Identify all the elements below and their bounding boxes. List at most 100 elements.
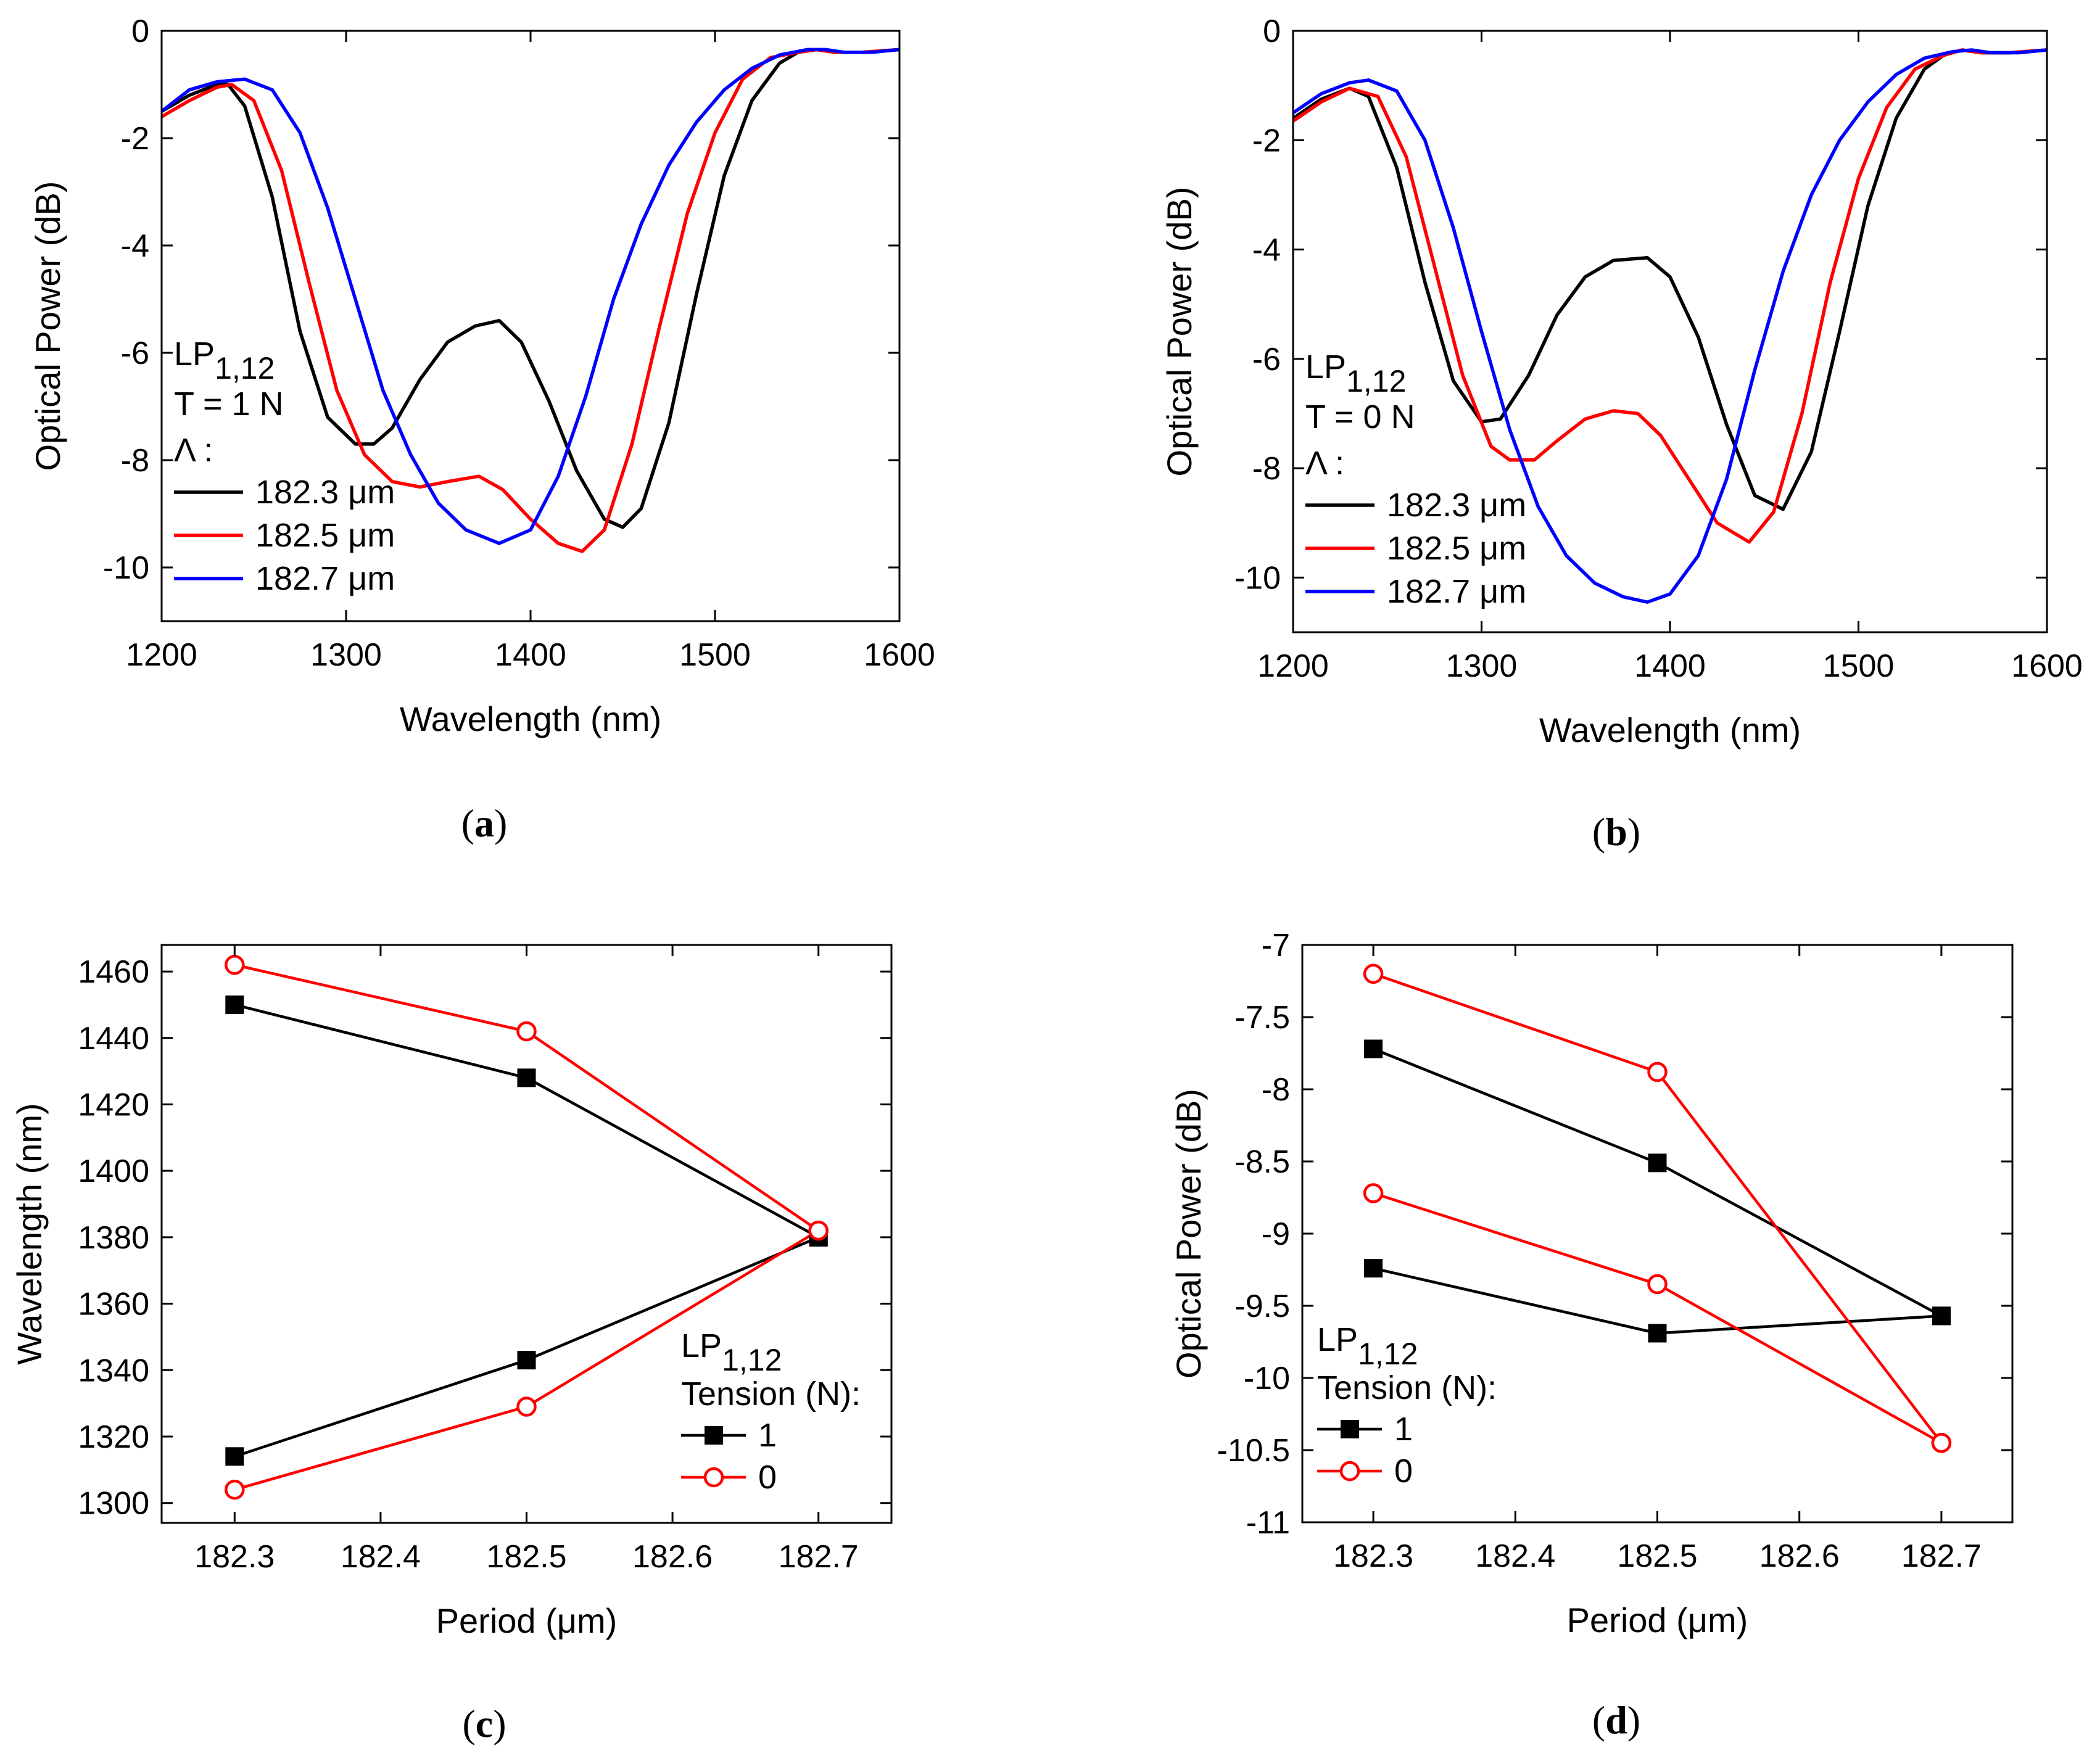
y-tick-label: -2: [121, 121, 149, 157]
legend-entry: 182.7 μm: [255, 560, 395, 597]
y-tick-label: -9.5: [1234, 1289, 1290, 1324]
data-point-circle: [516, 1021, 537, 1042]
data-point-square: [1364, 1259, 1383, 1278]
legend-entry: 1: [758, 1417, 777, 1454]
x-axis-label: Wavelength (nm): [1539, 711, 1801, 749]
legend-entry: 1: [1394, 1411, 1413, 1448]
panel-caption: (d): [1592, 1698, 1640, 1742]
series-line-182-7-m: [1293, 48, 2047, 604]
caption-paren-close: ): [494, 801, 507, 845]
y-tick-label: 1400: [78, 1153, 149, 1189]
y-tick-label: 1420: [78, 1087, 149, 1123]
legend-marker-circle: [703, 1467, 724, 1488]
y-tick-label: 1440: [78, 1021, 149, 1057]
series-group: [1293, 48, 2047, 604]
data-point-circle: [225, 1479, 245, 1500]
y-tick-label: 1360: [78, 1287, 149, 1322]
x-axis-label: Period (μm): [436, 1601, 618, 1640]
x-tick-label: 182.6: [1759, 1538, 1840, 1574]
legend-title: Tension (N):: [1317, 1369, 1497, 1406]
x-tick-label: 182.4: [1475, 1538, 1555, 1574]
caption-paren-open: (: [461, 801, 474, 845]
x-tick-label: 1500: [1823, 648, 1895, 684]
y-tick-label: -9: [1262, 1216, 1290, 1252]
panel-c: 182.3 182.4 182.5 182.6 182.7 1300 1320 1340 136…: [10, 944, 893, 1746]
caption-letter: d: [1605, 1698, 1627, 1742]
series-line-182-3-m: [162, 47, 899, 529]
legend-mode-subscript: 1,12: [1358, 1337, 1418, 1371]
y-axis-label: Wavelength (nm): [10, 1103, 49, 1364]
y-tick-label: -6: [1252, 342, 1281, 377]
panel-caption: (a): [461, 801, 508, 845]
y-axis-label: Optical Power (dB): [1169, 1089, 1208, 1379]
data-point-circle: [225, 955, 245, 975]
legend-mode-main: LP: [174, 336, 215, 373]
y-tick-label: 0: [131, 14, 149, 49]
legend-mode-subscript: 1,12: [215, 351, 275, 386]
data-point-square: [1932, 1306, 1951, 1326]
data-point-square: [517, 1068, 536, 1087]
legend-marker-circle: [1339, 1461, 1360, 1482]
caption-letter: b: [1605, 810, 1627, 854]
y-tick-label: -10.5: [1217, 1433, 1290, 1469]
series-line-182-3-m: [1293, 48, 2047, 511]
legend-marker-square: [1341, 1420, 1359, 1438]
y-tick-label: 1300: [78, 1486, 149, 1522]
y-tick-label: -4: [121, 228, 149, 264]
caption-paren-open: (: [462, 1702, 475, 1746]
y-tick-label: -2: [1252, 123, 1281, 159]
series-line-182-5-m: [1293, 48, 2047, 544]
legend: LP1,12T = 1 N Λ : 182.3 μm 182.5 μm 182.7 μm: [174, 336, 395, 597]
legend-entry: 0: [1394, 1453, 1413, 1490]
y-tick-label: 1460: [78, 954, 149, 990]
caption-letter: a: [474, 801, 494, 845]
legend-mode-subscript: 1,12: [722, 1343, 782, 1377]
data-point-circle: [808, 1220, 829, 1241]
y-tick-label: 1380: [78, 1220, 149, 1256]
panel-caption: (c): [462, 1702, 506, 1746]
y-tick-label: -11: [1246, 1505, 1290, 1541]
series-line-182-7-m: [162, 47, 899, 545]
series-group: [162, 47, 899, 553]
data-point-circle: [1363, 1183, 1384, 1203]
legend-mode-subscript: 1,12: [1346, 364, 1406, 398]
data-point-square: [1364, 1039, 1383, 1058]
y-tick-label: -7: [1262, 928, 1290, 963]
data-point-circle: [1363, 963, 1384, 984]
legend-mode: LP1,12: [1317, 1321, 1418, 1371]
caption-paren-open: (: [1592, 810, 1605, 854]
x-tick-label: 182.7: [779, 1539, 859, 1575]
x-tick-label: 1600: [2011, 648, 2083, 684]
legend-mode-main: LP: [681, 1327, 722, 1364]
x-tick-label: 1200: [126, 637, 197, 673]
y-tick-label: -7.5: [1234, 1000, 1290, 1036]
x-tick-label: 182.5: [1617, 1538, 1697, 1574]
legend-condition: T = 0 N: [1305, 398, 1415, 435]
y-tick-label: -10: [103, 550, 149, 586]
y-axis-label: Optical Power (dB): [28, 181, 67, 471]
legend-mode: LP1,12: [174, 336, 275, 386]
caption-paren-close: ): [493, 1702, 506, 1746]
y-tick-label: -10: [1234, 560, 1281, 596]
y-tick-label: -8: [1262, 1072, 1290, 1108]
x-tick-label: 1400: [1634, 648, 1706, 684]
panel-b: 1200 1300 1400 1500 1600 0 -2 -4 -6 -8 -10 Waveleng…: [1160, 14, 2083, 854]
x-tick-label: 182.5: [486, 1539, 566, 1575]
legend-entry: 182.3 μm: [1387, 487, 1526, 524]
legend-mode-main: LP: [1317, 1321, 1358, 1358]
x-tick-label: 182.7: [1901, 1538, 1982, 1574]
legend-entry: 182.5 μm: [255, 517, 395, 554]
data-point-square: [1648, 1153, 1667, 1173]
y-tick-label: 1320: [78, 1419, 149, 1455]
x-tick-label: 1600: [864, 637, 935, 673]
y-tick-label: -8.5: [1234, 1144, 1290, 1180]
data-point-circle: [516, 1396, 537, 1417]
data-point-circle: [1647, 1274, 1668, 1295]
legend: LP1,12T = 0 N Λ : 182.3 μm 182.5 μm 182.7 μm: [1305, 348, 1526, 610]
legend-entry: 0: [758, 1459, 777, 1496]
x-tick-label: 182.3: [1333, 1538, 1413, 1574]
caption-letter: c: [476, 1702, 493, 1746]
legend-marker-square: [705, 1426, 723, 1445]
